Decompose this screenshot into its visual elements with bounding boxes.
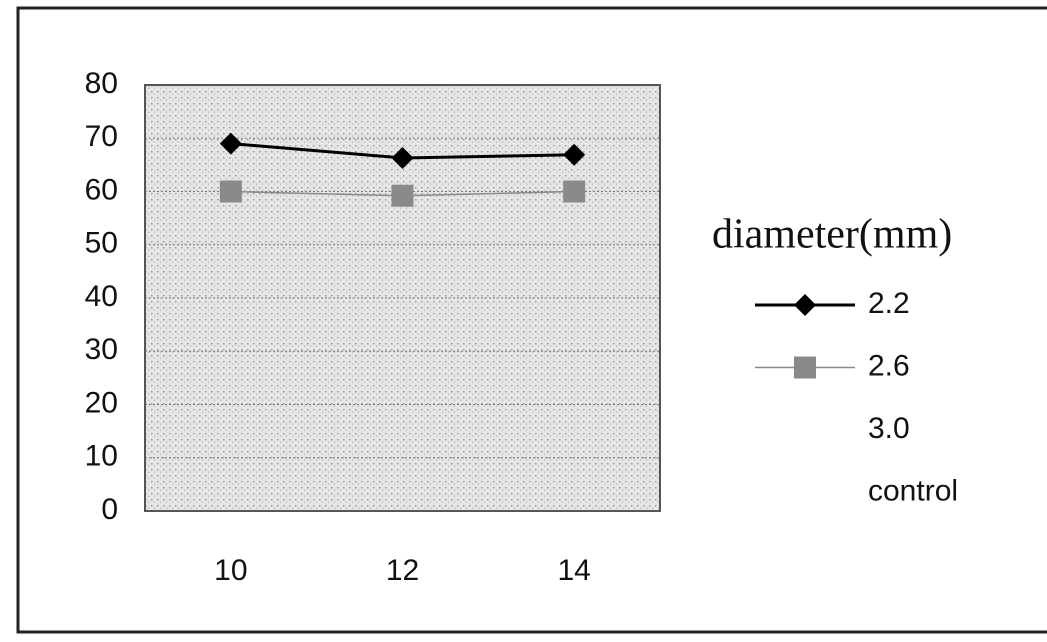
legend-title: diameter(mm) (712, 212, 952, 258)
y-tick-label: 30 (85, 333, 118, 366)
y-tick-label: 50 (85, 227, 118, 260)
frame (16, 6, 1047, 634)
y-tick-label: 70 (85, 120, 118, 153)
marker (391, 184, 414, 207)
x-tick-label: 12 (386, 554, 419, 587)
marker (391, 146, 414, 169)
legend-label: 2.6 (868, 349, 910, 382)
y-tick-label: 80 (85, 67, 118, 100)
marker (219, 132, 242, 155)
legend-label: control (868, 474, 958, 507)
y-tick-label: 20 (85, 386, 118, 419)
legend-label: 3.0 (868, 412, 910, 445)
y-tick-label: 10 (85, 440, 118, 473)
marker (219, 180, 242, 203)
y-tick-label: 60 (85, 173, 118, 206)
y-tick-label: 40 (85, 280, 118, 313)
marker (794, 356, 816, 379)
y-tick-label: 0 (101, 493, 118, 526)
marker (563, 143, 586, 166)
marker (563, 180, 586, 203)
x-tick-label: 14 (557, 554, 590, 587)
legend-label: 2.2 (868, 287, 910, 320)
x-tick-label: 10 (214, 554, 247, 587)
marker (794, 294, 816, 316)
